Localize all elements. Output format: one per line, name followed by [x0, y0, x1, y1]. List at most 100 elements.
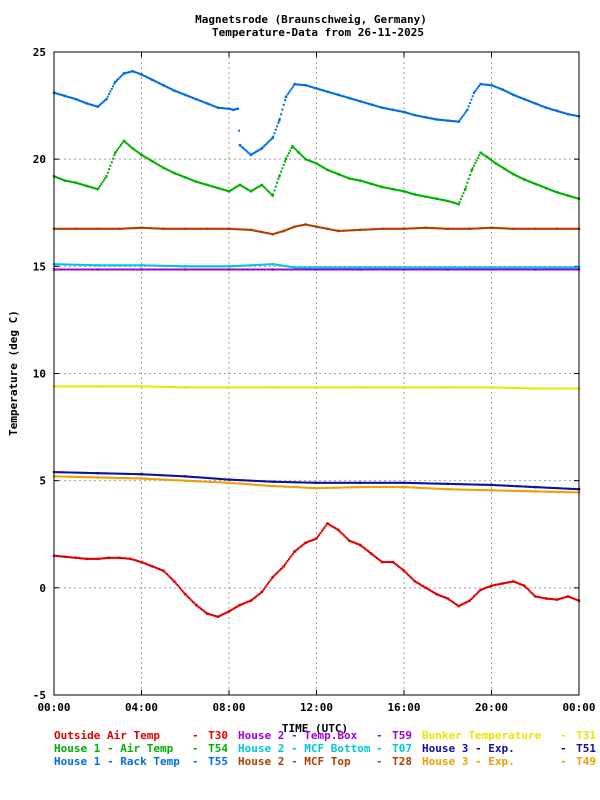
data-point — [72, 471, 75, 474]
data-point — [480, 489, 483, 492]
data-point — [240, 145, 243, 148]
data-point — [516, 268, 519, 271]
data-point — [299, 545, 302, 548]
data-point — [564, 596, 567, 598]
data-point — [295, 83, 298, 86]
data-point — [329, 481, 332, 484]
data-point — [525, 227, 528, 230]
data-point — [534, 182, 537, 185]
data-point — [314, 266, 317, 269]
data-point — [382, 486, 385, 489]
data-point — [196, 268, 199, 271]
data-point — [236, 228, 239, 231]
data-point — [469, 488, 472, 491]
data-point — [239, 482, 242, 485]
data-point — [335, 268, 338, 271]
data-point — [297, 268, 300, 271]
data-point — [486, 266, 489, 269]
data-point — [435, 118, 438, 121]
data-point — [248, 479, 251, 482]
data-point — [432, 591, 435, 594]
data-point — [168, 478, 171, 481]
data-point — [471, 167, 474, 170]
data-point — [370, 228, 373, 231]
data-point — [517, 485, 520, 488]
data-point — [284, 160, 286, 163]
data-point — [244, 149, 247, 152]
data-point — [457, 120, 460, 123]
data-point — [350, 386, 353, 389]
data-point — [91, 104, 94, 106]
data-point — [293, 225, 296, 228]
data-point — [112, 472, 115, 475]
data-point — [475, 592, 478, 595]
data-point — [137, 560, 139, 563]
data-point — [242, 386, 244, 389]
data-point — [242, 228, 244, 231]
data-point — [214, 227, 217, 230]
data-point — [109, 227, 112, 230]
data-point — [341, 386, 344, 389]
data-point — [190, 96, 193, 99]
data-point — [347, 268, 349, 271]
data-point — [105, 227, 108, 230]
data-point — [224, 386, 227, 389]
data-point — [364, 228, 367, 231]
data-point — [298, 486, 301, 489]
data-point — [193, 268, 196, 271]
data-point — [381, 481, 384, 484]
data-point — [190, 227, 193, 230]
data-point — [408, 386, 411, 389]
data-point — [127, 71, 130, 74]
data-point — [476, 227, 479, 230]
data-point — [207, 184, 210, 187]
data-point — [135, 268, 138, 271]
data-point — [427, 196, 430, 199]
data-point — [415, 114, 418, 117]
data-point — [442, 596, 445, 598]
data-point — [391, 108, 395, 112]
data-point — [350, 97, 353, 100]
data-point — [554, 490, 557, 493]
data-point — [551, 268, 554, 271]
data-point — [474, 386, 477, 389]
data-point — [100, 268, 103, 271]
data-point — [240, 479, 243, 482]
data-point — [433, 386, 436, 389]
data-point — [76, 476, 79, 478]
data-point — [257, 149, 260, 152]
data-point — [188, 386, 191, 389]
data-point — [410, 576, 412, 579]
data-point — [284, 481, 286, 483]
data-point — [144, 156, 147, 159]
data-point — [374, 104, 377, 107]
data-point — [480, 483, 483, 486]
data-point — [289, 556, 292, 559]
data-point — [150, 385, 153, 388]
data-point — [137, 264, 139, 267]
data-point — [297, 83, 300, 86]
data-point — [282, 264, 285, 267]
data-point — [378, 228, 381, 230]
data-point — [221, 188, 223, 191]
data-point — [478, 483, 481, 486]
data-point — [224, 268, 227, 271]
data-point — [344, 229, 347, 232]
data-point — [353, 541, 356, 544]
data-point — [357, 266, 360, 269]
data-point — [286, 154, 289, 157]
data-point — [205, 268, 208, 271]
data-point — [280, 170, 283, 173]
data-point — [159, 82, 162, 85]
data-point — [575, 266, 578, 269]
data-point — [404, 571, 407, 574]
data-point — [408, 486, 411, 489]
data-point — [438, 198, 441, 201]
data-point — [121, 268, 124, 271]
data-point — [217, 268, 220, 271]
data-point — [492, 160, 495, 163]
data-point — [543, 266, 546, 269]
data-point — [104, 385, 107, 388]
data-point — [478, 266, 481, 269]
data-point — [507, 581, 510, 584]
